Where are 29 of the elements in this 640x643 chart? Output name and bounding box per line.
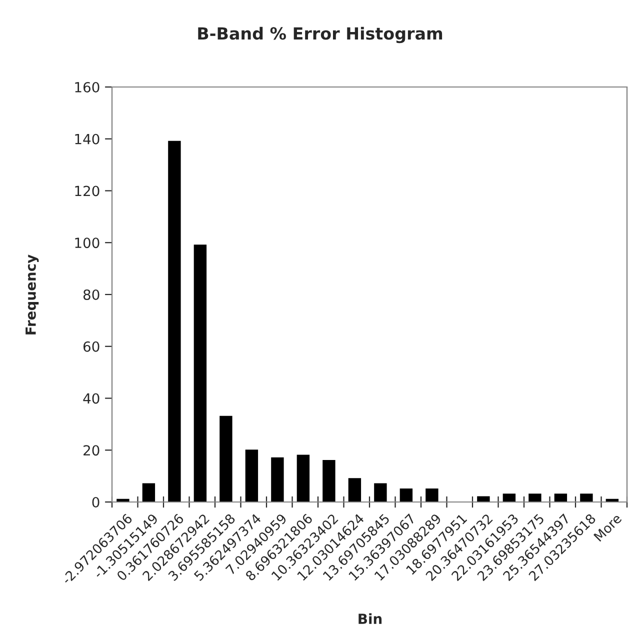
y-tick-label: 40: [83, 393, 100, 404]
y-tick-label: 120: [75, 186, 100, 196]
bar: [142, 483, 156, 502]
bar: [502, 494, 516, 502]
bar: [245, 450, 258, 502]
bar: [528, 494, 542, 502]
bar: [426, 488, 438, 502]
bar: [322, 460, 336, 502]
bar: [580, 494, 593, 502]
x-axis-title: Bin: [358, 613, 382, 624]
bar: [374, 483, 387, 502]
bar: [296, 454, 310, 502]
y-tick-label: 0: [92, 496, 100, 508]
y-tick-label: 160: [75, 82, 100, 92]
chart-title: B-Band % Error Histogram: [198, 26, 442, 44]
y-tick-label: 80: [83, 289, 100, 300]
bar: [220, 416, 232, 502]
bar: [168, 140, 181, 502]
bar: [554, 494, 568, 502]
bar: [348, 478, 362, 502]
bar: [271, 457, 284, 502]
bar: [400, 488, 413, 502]
y-tick-label: 100: [75, 238, 100, 248]
y-tick-label: 60: [83, 341, 100, 352]
bar: [194, 244, 207, 502]
bar: [477, 496, 490, 502]
y-axis-title: Frequency: [26, 254, 39, 334]
y-tick-label: 20: [84, 445, 100, 456]
y-tick-label: 140: [75, 134, 100, 144]
